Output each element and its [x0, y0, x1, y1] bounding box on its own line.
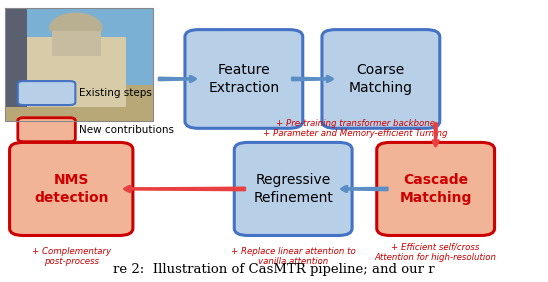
- Text: re 2:  Illustration of CasMTR pipeline; and our r: re 2: Illustration of CasMTR pipeline; a…: [113, 263, 435, 276]
- Text: + Pre-training transformer backbone
+ Parameter and Memory-efficient Turning: + Pre-training transformer backbone + Pa…: [263, 119, 448, 138]
- Text: Feature
Extraction: Feature Extraction: [208, 63, 279, 94]
- Text: Regressive
Refinement: Regressive Refinement: [253, 173, 333, 204]
- Text: Cascade
Matching: Cascade Matching: [399, 173, 472, 204]
- Text: + Complementary
post-process: + Complementary post-process: [32, 247, 111, 266]
- FancyBboxPatch shape: [10, 142, 133, 235]
- Text: + Replace linear attention to
vanilla attention: + Replace linear attention to vanilla at…: [231, 247, 356, 266]
- FancyBboxPatch shape: [185, 30, 302, 128]
- FancyBboxPatch shape: [18, 81, 76, 105]
- Text: + Efficient self/cross
Attention for high-resolution: + Efficient self/cross Attention for hig…: [375, 243, 496, 262]
- Text: NMS
detection: NMS detection: [34, 173, 109, 204]
- FancyBboxPatch shape: [27, 37, 126, 107]
- Text: Coarse
Matching: Coarse Matching: [349, 63, 413, 94]
- FancyBboxPatch shape: [52, 28, 101, 56]
- FancyBboxPatch shape: [5, 8, 27, 107]
- FancyBboxPatch shape: [5, 8, 153, 121]
- Text: New contributions: New contributions: [79, 125, 174, 135]
- Text: Existing steps: Existing steps: [79, 88, 152, 98]
- FancyBboxPatch shape: [377, 142, 495, 235]
- FancyBboxPatch shape: [322, 30, 439, 128]
- FancyBboxPatch shape: [234, 142, 352, 235]
- FancyBboxPatch shape: [5, 85, 153, 121]
- FancyBboxPatch shape: [18, 118, 76, 142]
